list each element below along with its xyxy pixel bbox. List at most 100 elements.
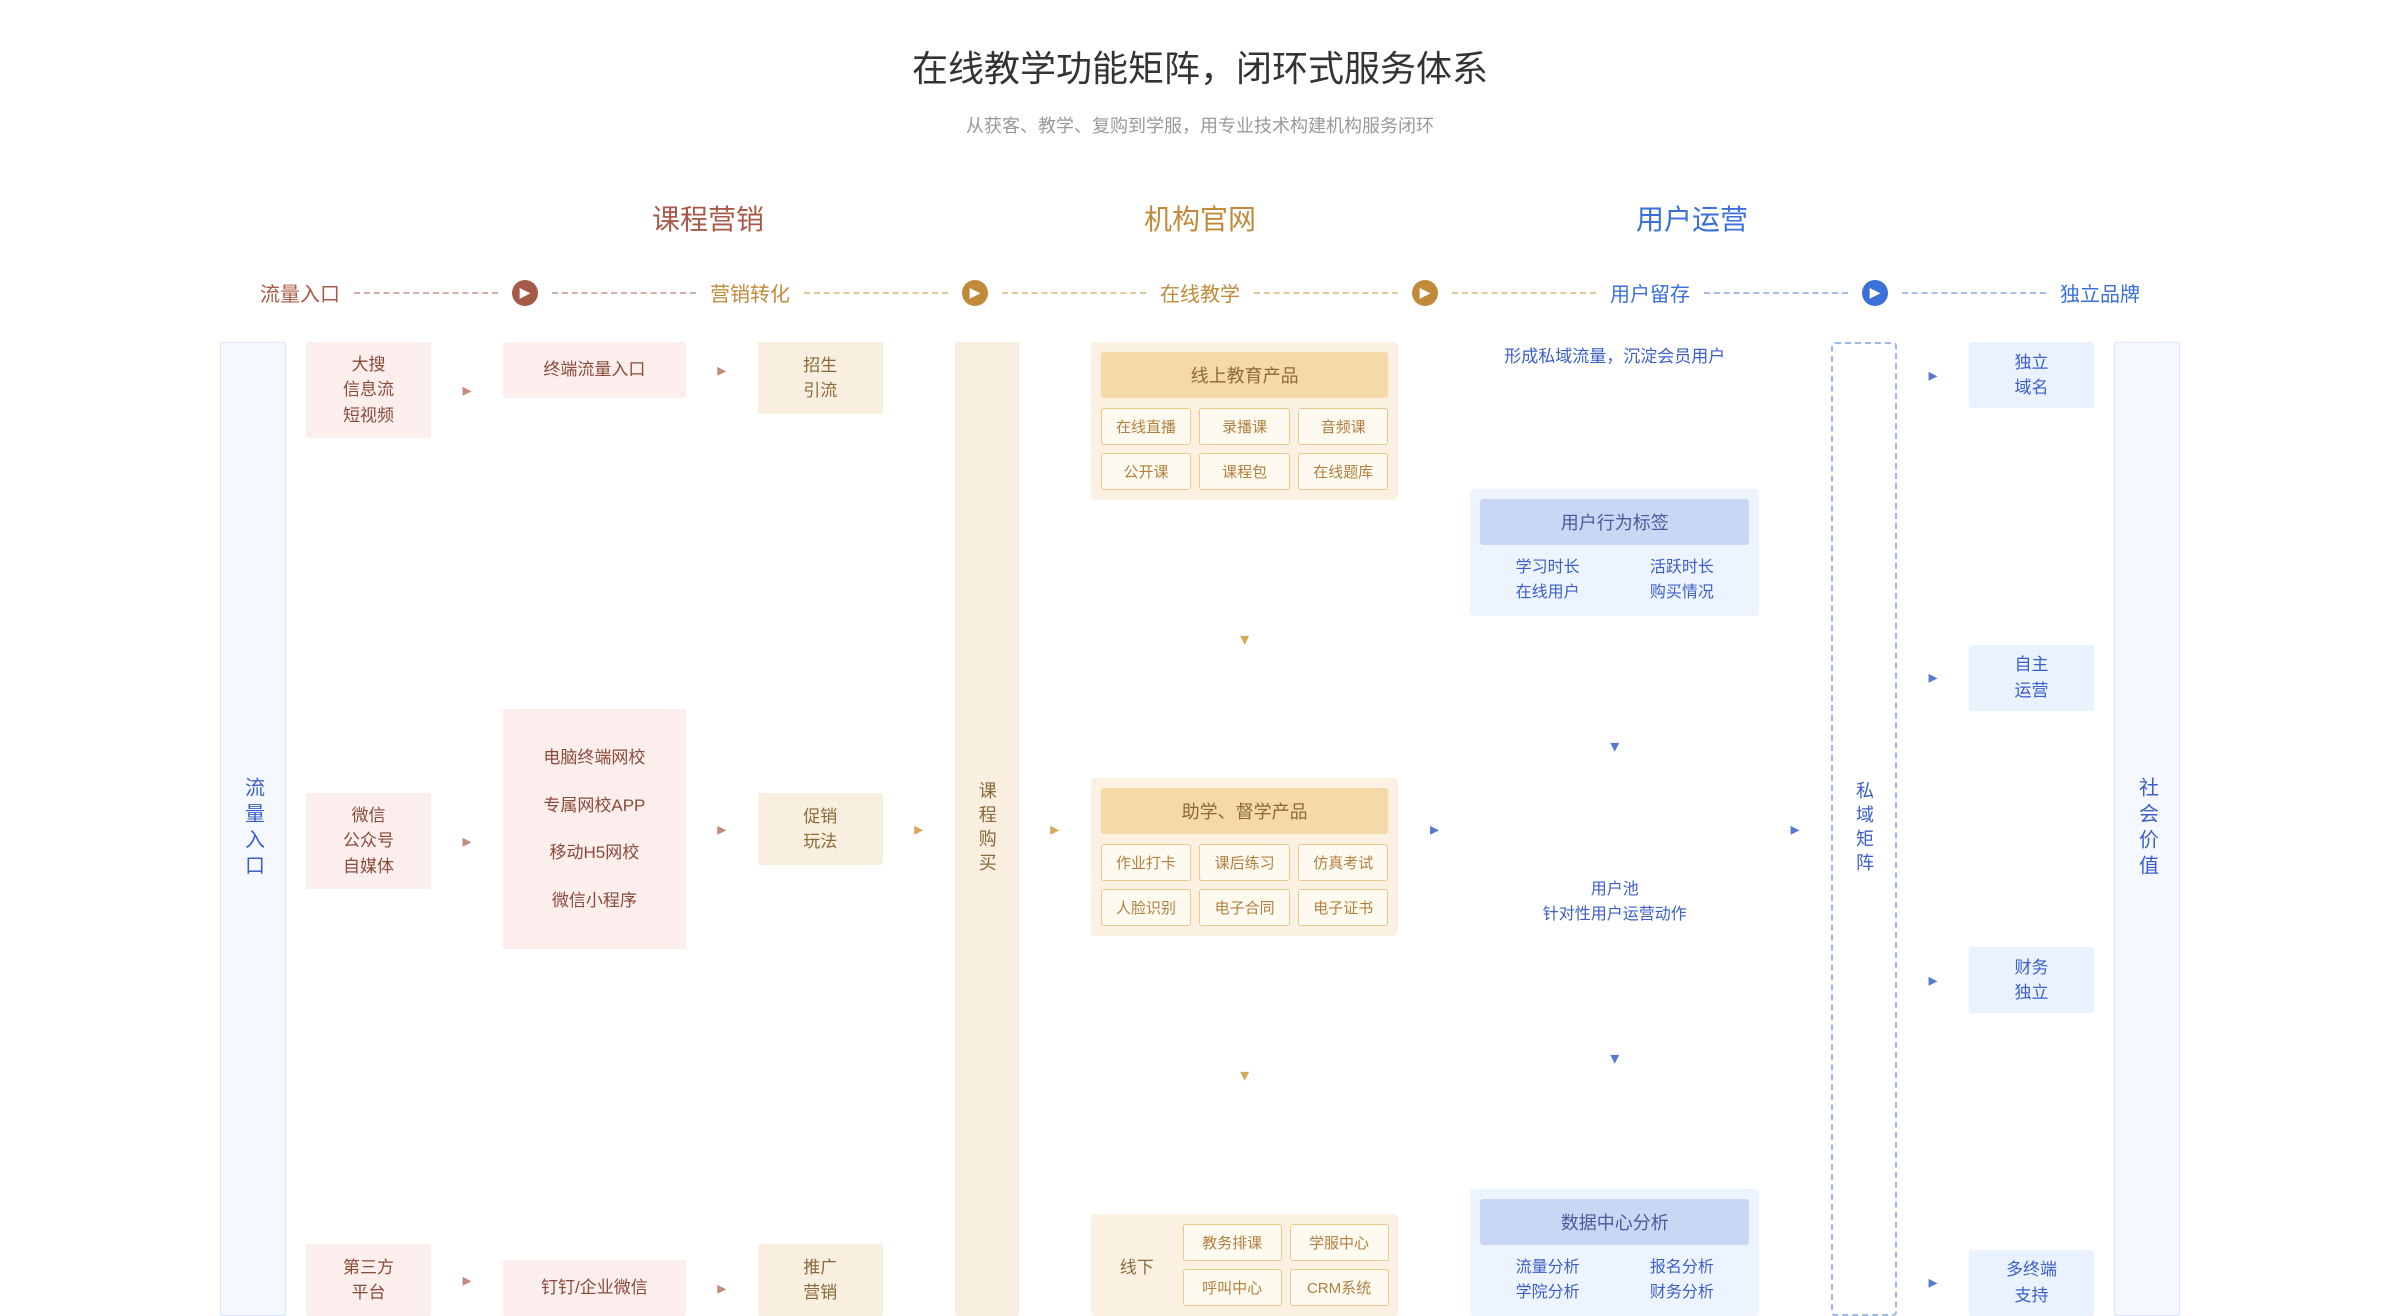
buy-box: 课程购买 xyxy=(955,342,1019,1316)
terminal-mid-0: 电脑终端网校 xyxy=(543,745,645,771)
convert-1: 促销玩法 xyxy=(758,793,883,865)
arrow-icon: ▸ xyxy=(1418,819,1450,840)
retain-item: 学院分析 xyxy=(1516,1280,1580,1306)
flow-arrow-icon: ▶ xyxy=(962,280,988,306)
chip: 音频课 xyxy=(1298,408,1389,445)
chip: 在线直播 xyxy=(1101,408,1192,445)
col-online: 线上教育产品 在线直播 录播课 音频课 公开课 课程包 在线题库 ▾ 助学、督学… xyxy=(1091,342,1399,1316)
chip: 电子合同 xyxy=(1199,889,1290,926)
flow-label: 独立品牌 xyxy=(2060,278,2140,307)
col-private-matrix: 私域矩阵 xyxy=(1831,342,1897,1316)
chip: 课后练习 xyxy=(1199,844,1290,881)
retain-mid: 用户池 针对性用户运营动作 xyxy=(1470,877,1759,928)
side-right-box: 社会价值 xyxy=(2114,342,2180,1316)
terminal-mid-2: 移动H5网校 xyxy=(550,840,640,866)
arrow-down-icon: ▾ xyxy=(1470,736,1759,757)
arrow-icon: ▸ xyxy=(706,342,738,398)
arrow-icon: ▸ xyxy=(1917,1250,1949,1316)
flow-label: 营销转化 xyxy=(710,278,790,307)
chip: 电子证书 xyxy=(1298,889,1389,926)
subtitle: 从获客、教学、复购到学服，用专业技术构建机构服务闭环 xyxy=(0,112,2400,138)
retain-item: 财务分析 xyxy=(1650,1280,1714,1306)
chip: 在线题库 xyxy=(1298,453,1389,490)
convert-0: 招生引流 xyxy=(758,342,883,414)
col-convert: 招生引流 促销玩法 推广营销 xyxy=(758,342,883,1316)
chip: 录播课 xyxy=(1199,408,1290,445)
arrow-icon: ▸ xyxy=(706,709,738,949)
online-panel-2: 助学、督学产品 作业打卡 课后练习 仿真考试 人脸识别 电子合同 电子证书 xyxy=(1091,778,1399,936)
flow-label: 用户留存 xyxy=(1610,278,1690,307)
arrow-icon: ▸ xyxy=(1917,645,1949,711)
chip: CRM系统 xyxy=(1290,1269,1389,1306)
terminal-mid-3: 微信小程序 xyxy=(552,888,637,914)
brand-3: 多终端支持 xyxy=(1969,1250,2094,1316)
section-headers: 课程营销 机构官网 用户运营 xyxy=(0,198,2400,238)
terminal-mid: 电脑终端网校 专属网校APP 移动H5网校 微信小程序 xyxy=(503,709,686,949)
arrow-icon: ▸ xyxy=(1917,342,1949,408)
retain-item: 学习时长 xyxy=(1516,555,1580,581)
arrow-icon: ▸ xyxy=(451,1244,483,1316)
convert-2: 推广营销 xyxy=(758,1244,883,1316)
section-header-marketing: 课程营销 xyxy=(652,198,764,238)
retain-item: 在线用户 xyxy=(1516,580,1580,606)
traffic-box-2: 第三方平台 xyxy=(306,1244,431,1316)
arrow-down-icon: ▾ xyxy=(1091,629,1399,650)
brand-2: 财务独立 xyxy=(1969,947,2094,1013)
retain-panel-2: 数据中心分析 流量分析 报名分析 学院分析 财务分析 xyxy=(1470,1189,1759,1316)
arrow-icon: ▸ xyxy=(1917,947,1949,1013)
retain-item: 购买情况 xyxy=(1650,580,1714,606)
chip: 作业打卡 xyxy=(1101,844,1192,881)
arrow-icon: ▸ xyxy=(1779,819,1811,840)
private-matrix-box: 私域矩阵 xyxy=(1831,342,1897,1316)
arrow-down-icon: ▾ xyxy=(1091,1065,1399,1086)
online-panel-2-title: 助学、督学产品 xyxy=(1101,788,1389,834)
flow-label: 流量入口 xyxy=(260,278,340,307)
brand-1: 自主运营 xyxy=(1969,645,2094,711)
main-grid: 流量入口 大搜信息流短视频 微信公众号自媒体 第三方平台 ▸ ▸ ▸ 终端流量入… xyxy=(220,342,2180,1316)
chip: 学服中心 xyxy=(1290,1224,1389,1261)
arrow-icon: ▸ xyxy=(706,1260,738,1316)
terminal-top: 终端流量入口 xyxy=(503,342,686,398)
arrow-icon: ▸ xyxy=(1039,819,1071,840)
side-left-box: 流量入口 xyxy=(220,342,286,1316)
col-brand: 独立域名 自主运营 财务独立 多终端支持 xyxy=(1969,342,2094,1316)
chip: 课程包 xyxy=(1199,453,1290,490)
chip: 教务排课 xyxy=(1183,1224,1282,1261)
arrow-icon: ▸ xyxy=(903,819,935,840)
retain-panel-1-title: 用户行为标签 xyxy=(1480,499,1749,545)
col-buy: 课程购买 xyxy=(955,342,1019,1316)
offline-panel: 线下 教务排课 学服中心 呼叫中心 CRM系统 xyxy=(1091,1214,1399,1316)
col-retain: 形成私域流量，沉淀会员用户 用户行为标签 学习时长 活跃时长 在线用户 购买情况… xyxy=(1470,342,1759,1316)
section-header-website: 机构官网 xyxy=(1144,198,1256,238)
online-panel-1-title: 线上教育产品 xyxy=(1101,352,1389,398)
traffic-box-1: 微信公众号自媒体 xyxy=(306,793,431,889)
terminal-mid-1: 专属网校APP xyxy=(543,793,645,819)
section-header-operation: 用户运营 xyxy=(1636,198,1748,238)
traffic-box-0: 大搜信息流短视频 xyxy=(306,342,431,438)
main-title: 在线教学功能矩阵，闭环式服务体系 xyxy=(0,40,2400,92)
retain-panel-2-title: 数据中心分析 xyxy=(1480,1199,1749,1245)
arrow-icon: ▸ xyxy=(451,793,483,889)
arrow-down-icon: ▾ xyxy=(1470,1048,1759,1069)
chip: 仿真考试 xyxy=(1298,844,1389,881)
online-panel-1: 线上教育产品 在线直播 录播课 音频课 公开课 课程包 在线题库 xyxy=(1091,342,1399,500)
retain-item: 流量分析 xyxy=(1516,1255,1580,1281)
col-terminal: 终端流量入口 电脑终端网校 专属网校APP 移动H5网校 微信小程序 钉钉/企业… xyxy=(503,342,686,1316)
chip: 人脸识别 xyxy=(1101,889,1192,926)
terminal-bottom: 钉钉/企业微信 xyxy=(503,1260,686,1316)
retain-item: 活跃时长 xyxy=(1650,555,1714,581)
chip: 公开课 xyxy=(1101,453,1192,490)
arrow-icon: ▸ xyxy=(451,342,483,438)
retain-item: 报名分析 xyxy=(1650,1255,1714,1281)
col-traffic: 大搜信息流短视频 微信公众号自媒体 第三方平台 xyxy=(306,342,431,1316)
retain-headline: 形成私域流量，沉淀会员用户 xyxy=(1470,342,1759,367)
chip: 呼叫中心 xyxy=(1183,1269,1282,1306)
flow-arrow-icon: ▶ xyxy=(512,280,538,306)
offline-label: 线下 xyxy=(1101,1253,1173,1278)
flow-arrow-icon: ▶ xyxy=(1862,280,1888,306)
flow-label-row: 流量入口 ▶ 营销转化 ▶ 在线教学 ▶ 用户留存 ▶ 独立品牌 xyxy=(260,278,2140,318)
flow-arrow-icon: ▶ xyxy=(1412,280,1438,306)
flow-label: 在线教学 xyxy=(1160,278,1240,307)
retain-panel-1: 用户行为标签 学习时长 活跃时长 在线用户 购买情况 xyxy=(1470,489,1759,616)
brand-0: 独立域名 xyxy=(1969,342,2094,408)
